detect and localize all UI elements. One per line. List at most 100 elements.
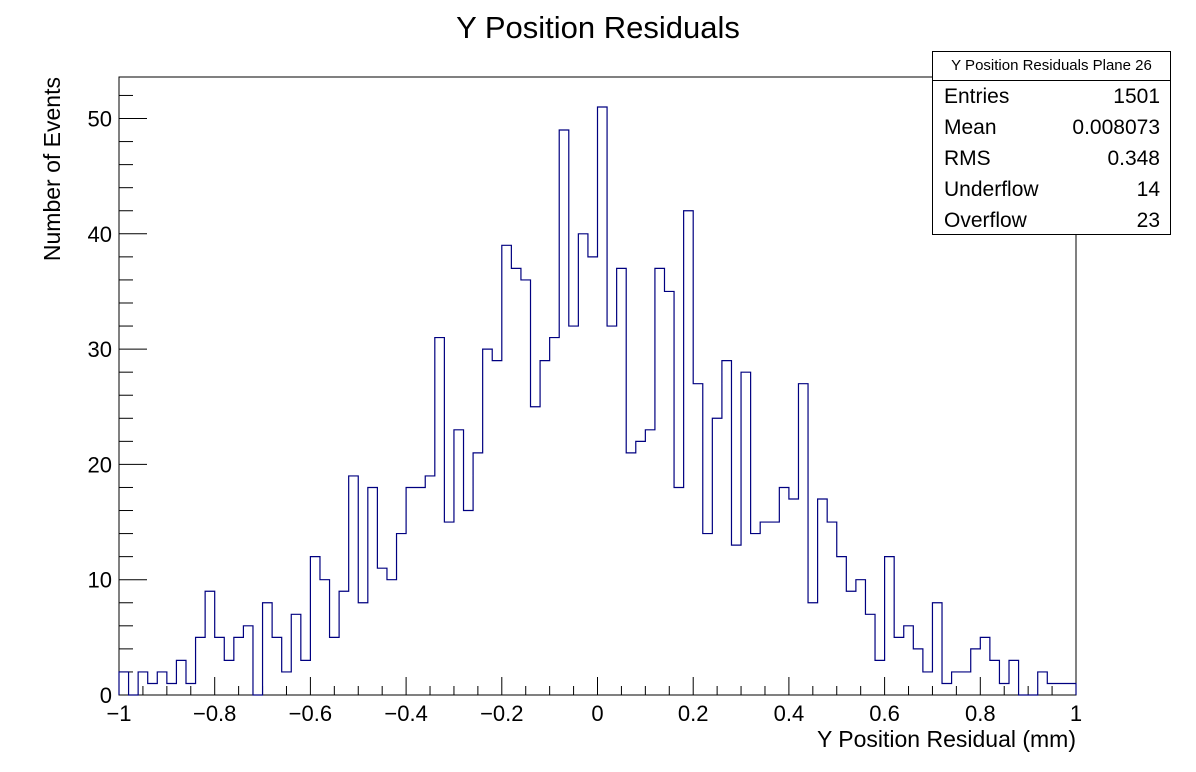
stats-label: Overflow xyxy=(944,209,1027,232)
histogram-bin xyxy=(798,384,808,695)
histogram-bin xyxy=(215,637,225,695)
histogram-bin xyxy=(722,361,732,695)
stats-box: Y Position Residuals Plane 26 Entries 15… xyxy=(932,51,1171,235)
histogram-bin xyxy=(492,361,502,695)
histogram-bin xyxy=(636,441,646,695)
stats-title: Y Position Residuals Plane 26 xyxy=(933,52,1170,81)
histogram-bin xyxy=(157,672,167,695)
histogram-bin xyxy=(406,487,416,695)
histogram-bin xyxy=(645,430,655,695)
histogram-bin xyxy=(358,603,368,695)
histogram-bin xyxy=(569,326,579,695)
stats-value: 0.348 xyxy=(1107,147,1160,170)
histogram-bin xyxy=(626,453,636,695)
histogram-bin xyxy=(511,268,521,695)
histogram-outline xyxy=(118,106,1077,696)
stats-label: Underflow xyxy=(944,178,1039,201)
histogram-bin xyxy=(167,683,177,695)
histogram-bin xyxy=(932,603,942,695)
histogram-bin xyxy=(196,637,206,695)
histogram-bin xyxy=(282,672,292,695)
histogram-bin xyxy=(138,672,148,695)
histogram-bin xyxy=(703,534,713,695)
histogram-bin xyxy=(837,557,847,695)
y-axis: 0 10 20 30 40 50 xyxy=(88,94,147,708)
y-tick-label: 50 xyxy=(88,107,112,132)
stats-row-overflow: Overflow 23 xyxy=(933,205,1170,236)
histogram-bin xyxy=(540,361,550,695)
histogram-bin xyxy=(655,268,665,695)
histogram-bin xyxy=(550,338,560,695)
histogram-bin xyxy=(119,672,129,695)
histogram-bin xyxy=(502,245,512,695)
histogram-bin xyxy=(885,557,895,695)
histogram-bin xyxy=(531,407,541,695)
x-tick-label: −0.2 xyxy=(480,701,523,726)
x-tick-label: −1 xyxy=(106,701,131,726)
histogram-bin xyxy=(397,534,407,695)
y-axis-label: Number of Events xyxy=(39,77,65,261)
histogram-bin xyxy=(846,591,856,695)
stats-label: Entries xyxy=(944,85,1010,108)
histogram-bin xyxy=(818,499,828,695)
histogram-bin xyxy=(990,660,1000,695)
x-tick-label: −0.8 xyxy=(193,701,236,726)
histogram-bin xyxy=(291,614,301,695)
histogram-bin xyxy=(894,637,904,695)
histogram-bin xyxy=(521,280,531,695)
histogram-bin xyxy=(952,672,962,695)
histogram-bin xyxy=(234,637,244,695)
x-tick-label: 0.2 xyxy=(678,701,709,726)
histogram-bin xyxy=(243,626,253,695)
histogram-bin xyxy=(617,268,627,695)
histogram-bin xyxy=(578,234,588,695)
histogram-bin xyxy=(999,683,1009,695)
y-tick-label: 30 xyxy=(88,337,112,362)
histogram-bin xyxy=(875,660,885,695)
histogram-bin xyxy=(435,338,445,695)
y-tick-label: 10 xyxy=(88,568,112,593)
histogram-bin xyxy=(301,660,311,695)
histogram-bin xyxy=(205,591,215,695)
y-tick-label: 0 xyxy=(100,683,112,708)
histogram-bin xyxy=(731,545,741,695)
histogram-bin xyxy=(1038,672,1048,695)
x-axis: −1 −0.8 −0.6 −0.4 −0.2 0 0.2 0.4 0.6 0.8 1 xyxy=(106,677,1082,726)
histogram-bin xyxy=(272,637,282,695)
histogram-bin xyxy=(425,476,435,695)
histogram-bin xyxy=(263,603,273,695)
histogram-bin xyxy=(1047,683,1057,695)
histogram-bin xyxy=(416,487,426,695)
stats-row-entries: Entries 1501 xyxy=(933,81,1170,112)
histogram-bin xyxy=(684,211,694,695)
histogram-bin xyxy=(444,522,454,695)
chart-title: Y Position Residuals xyxy=(456,10,740,45)
stats-value: 1501 xyxy=(1113,85,1160,108)
histogram-bin xyxy=(1009,660,1019,695)
histogram-bin xyxy=(827,522,837,695)
histogram-bin xyxy=(770,522,780,695)
histogram-bin xyxy=(779,487,789,695)
x-tick-label: 0.6 xyxy=(869,701,900,726)
histogram-bin xyxy=(607,326,617,695)
histogram-bin xyxy=(712,418,722,695)
x-tick-label: −0.4 xyxy=(384,701,427,726)
histogram-bin xyxy=(741,372,751,695)
x-tick-label: 0.8 xyxy=(965,701,996,726)
histogram-bin xyxy=(913,649,923,695)
histogram-bin xyxy=(751,534,761,695)
histogram-bin xyxy=(856,580,866,695)
histogram-bin xyxy=(1057,683,1067,695)
histogram-bin xyxy=(942,683,952,695)
histogram-bin xyxy=(186,683,196,695)
histogram-bin xyxy=(971,649,981,695)
histogram-bin xyxy=(789,499,799,695)
y-tick-label: 20 xyxy=(88,452,112,477)
histogram-bin xyxy=(483,349,493,695)
histogram-bin xyxy=(865,614,875,695)
histogram-bin xyxy=(368,487,378,695)
histogram-bin xyxy=(760,522,770,695)
histogram-bin xyxy=(387,580,397,695)
histogram-bin xyxy=(693,384,703,695)
